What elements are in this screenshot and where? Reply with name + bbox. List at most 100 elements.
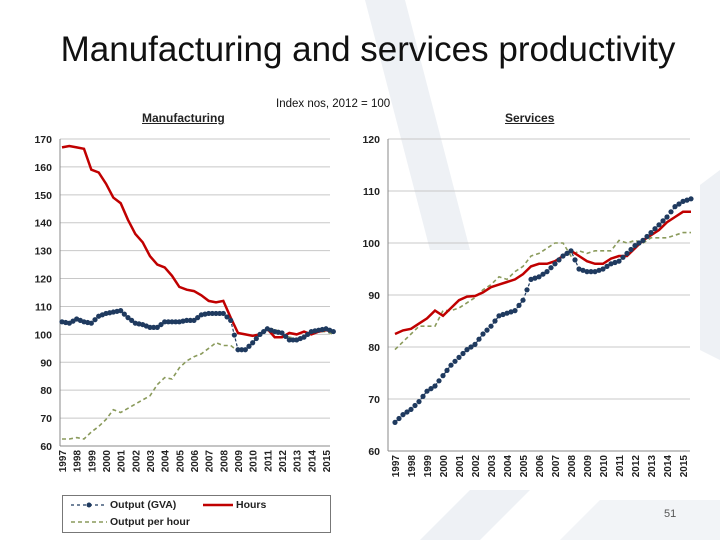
series-gva-point <box>576 266 582 272</box>
series-gva-point <box>121 311 127 317</box>
series-gva-point <box>187 317 193 324</box>
series-gva-point <box>432 383 438 389</box>
y-tick-label: 140 <box>34 218 52 230</box>
x-tick-label: 2010 <box>249 450 260 473</box>
y-tick-label: 110 <box>35 301 52 313</box>
y-tick-label: 150 <box>34 190 52 202</box>
series-gva-point <box>652 226 658 232</box>
series-gva-point <box>684 197 690 203</box>
series-gva-point <box>636 240 642 246</box>
x-tick-label: 2002 <box>471 455 482 478</box>
x-tick-label: 2009 <box>583 455 594 478</box>
series-gva-point <box>305 331 311 337</box>
x-tick-label: 2000 <box>439 455 450 478</box>
series-gva-point <box>468 344 474 350</box>
series-gva-point <box>592 269 598 275</box>
series-gva-point <box>464 347 470 353</box>
series-gva-point <box>400 412 406 418</box>
series-gva-point <box>520 297 526 303</box>
series-gva-point <box>404 409 410 415</box>
manufacturing-title: Manufacturing <box>142 111 225 125</box>
series-gva-point <box>560 253 566 259</box>
series-gva-point <box>184 317 190 324</box>
x-tick-label: 2005 <box>519 455 530 478</box>
y-tick-label: 60 <box>368 446 380 458</box>
series-gva-point <box>596 267 602 273</box>
series-gva-point <box>460 350 466 357</box>
series-gva-point <box>206 310 212 317</box>
series-gva-line <box>394 198 692 423</box>
series-gva-point <box>412 402 418 409</box>
x-tick-label: 2009 <box>234 450 245 473</box>
series-gva-point <box>195 315 201 321</box>
y-tick-label: 90 <box>368 290 380 302</box>
series-gva-point <box>572 257 578 263</box>
y-tick-label: 130 <box>34 246 52 258</box>
series-gva-point <box>528 276 534 282</box>
series-gva-point <box>556 257 562 263</box>
x-tick-label: 2011 <box>615 455 626 477</box>
series-gva-point <box>604 263 610 269</box>
series-gva-point <box>564 250 570 256</box>
x-tick-label: 2006 <box>190 450 201 473</box>
x-tick-label: 2015 <box>322 450 333 473</box>
x-tick-label: 2014 <box>663 455 674 478</box>
series-gva-point <box>508 309 514 315</box>
y-tick-label: 70 <box>40 413 52 425</box>
series-gva-point <box>456 354 462 360</box>
series-gva-point <box>286 337 292 343</box>
series-oph-line <box>394 231 691 351</box>
series-gva-point <box>301 334 307 340</box>
series-gva-point <box>500 311 506 318</box>
x-tick-label: 2012 <box>631 455 642 478</box>
series-gva-point <box>668 209 674 215</box>
series-gva-point <box>279 330 285 336</box>
y-tick-label: 60 <box>40 441 52 453</box>
y-tick-label: 80 <box>368 342 380 354</box>
legend-gva-marker-icon <box>71 502 107 508</box>
series-gva-point <box>536 274 542 280</box>
series-gva-point <box>392 419 398 425</box>
slide-title: Manufacturing and services productivity <box>60 30 676 69</box>
series-gva-point <box>548 265 554 271</box>
x-tick-label: 1999 <box>423 455 434 478</box>
series-gva-point <box>209 310 215 317</box>
series-gva-point <box>169 319 175 325</box>
x-tick-label: 1998 <box>407 455 418 478</box>
series-gva-point <box>492 318 498 324</box>
series-gva-point <box>213 310 219 317</box>
series-gva-point <box>261 328 267 335</box>
y-tick-label: 70 <box>368 394 380 406</box>
page-number: 51 <box>664 508 677 520</box>
series-gva-point <box>408 406 414 412</box>
x-tick-label: 1999 <box>87 450 98 473</box>
series-gva-point <box>283 333 289 340</box>
series-gva-point <box>580 267 586 273</box>
series-gva-point <box>488 323 494 329</box>
series-gva-point <box>448 362 454 368</box>
series-gva-point <box>552 261 558 267</box>
x-tick-label: 2001 <box>117 450 128 473</box>
x-tick-label: 2003 <box>146 450 157 473</box>
series-gva-point <box>472 341 478 347</box>
chart-subtitle: Index nos, 2012 = 100 <box>276 98 391 110</box>
series-gva-point <box>129 317 135 324</box>
x-tick-label: 2014 <box>307 450 318 473</box>
series-gva-point <box>158 321 164 328</box>
x-tick-label: 2010 <box>599 455 610 478</box>
x-tick-label: 2012 <box>278 450 289 473</box>
series-gva-point <box>680 198 686 204</box>
series-gva-point <box>524 287 530 293</box>
legend-oph-line-icon <box>71 521 107 523</box>
series-gva-point <box>688 196 694 202</box>
x-tick-label: 1997 <box>58 450 69 473</box>
series-gva-point <box>253 335 259 342</box>
x-tick-label: 2013 <box>647 455 658 478</box>
series-gva-point <box>165 319 171 325</box>
series-gva-point <box>436 378 442 384</box>
x-tick-label: 2008 <box>219 450 230 473</box>
series-gva-point <box>660 218 666 224</box>
series-gva-point <box>220 310 226 317</box>
legend-item-hours: Hours <box>203 499 266 511</box>
